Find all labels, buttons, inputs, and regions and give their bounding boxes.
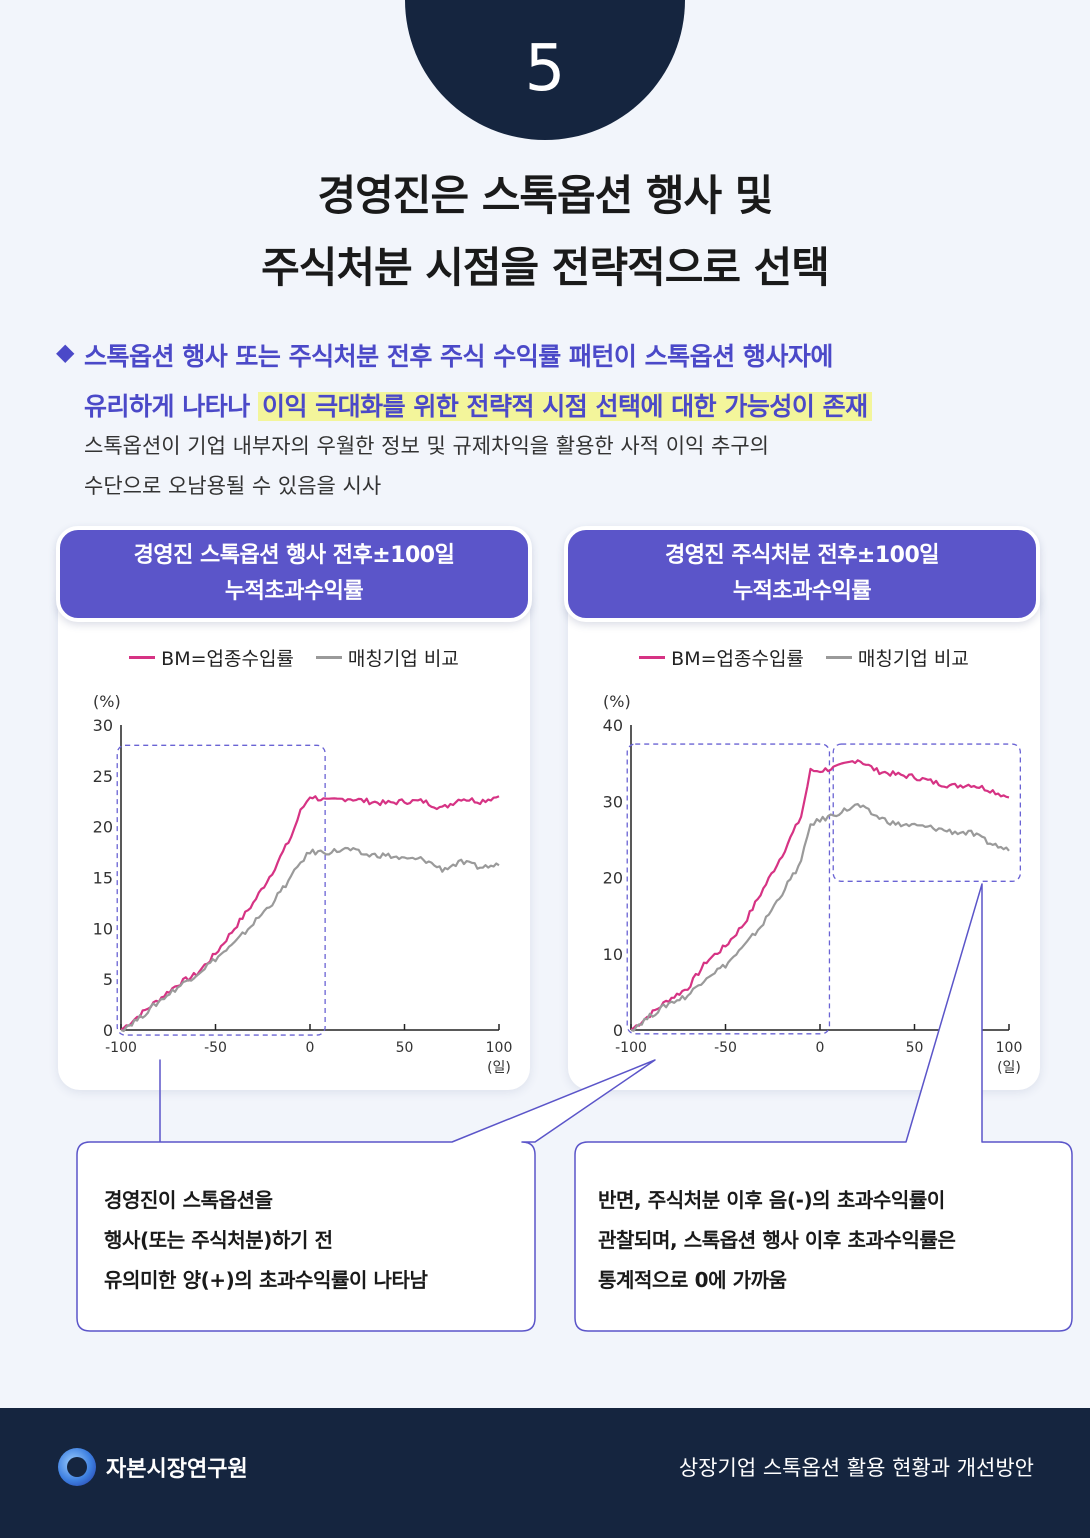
legend-swatch-bm [639, 656, 666, 659]
y-tick-label: 10 [93, 919, 113, 938]
x-tick-label: 0 [306, 1040, 315, 1056]
chart-header-left: 경영진 스톡옵션 행사 전후±100일 누적초과수익률 [56, 526, 532, 622]
chart-card-left [58, 580, 530, 1090]
callout-right-line-3: 통계적으로 0에 가까움 [598, 1268, 787, 1292]
x-tick-label: 50 [396, 1040, 414, 1056]
x-tick-label: -50 [714, 1040, 737, 1056]
callout-box-right [574, 883, 1073, 1332]
series-line-bm [120, 795, 500, 1031]
callout-text-right: 반면, 주식처분 이후 음(-)의 초과수익률이 관찰되며, 스톡옵션 행사 이… [598, 1180, 956, 1300]
legend-item-matching: 매칭기업 비교 [315, 644, 459, 671]
x-tick-label: 100 [996, 1040, 1023, 1056]
y-tick-label: 30 [93, 716, 113, 735]
description-line-2: 수단으로 오남용될 수 있음을 시사 [84, 474, 382, 498]
description: 스톡옵션이 기업 내부자의 우월한 정보 및 규제차익을 활용한 사적 이익 추… [84, 426, 1044, 506]
callout-left-line-3: 유의미한 양(+)의 초과수익률이 나타남 [104, 1268, 428, 1292]
legend-label-matching: 매칭기업 비교 [347, 648, 459, 670]
description-line-1: 스톡옵션이 기업 내부자의 우월한 정보 및 규제차익을 활용한 사적 이익 추… [84, 434, 769, 458]
legend-left: BM=업종수입률 매칭기업 비교 [58, 644, 530, 671]
chart-left: 0 5 10 15 20 25 30 -100 -50 0 50 100 (%) (일) [93, 692, 513, 1076]
callout-left-line-2: 행사(또는 주식처분)하기 전 [104, 1228, 333, 1252]
chart-title-right-line-1: 경영진 주식처분 전후±100일 [664, 543, 940, 568]
callout-text-left: 경영진이 스톡옵션을 행사(또는 주식처분)하기 전 유의미한 양(+)의 초과… [104, 1180, 428, 1300]
series-line-matching [120, 846, 500, 1033]
legend-item-matching: 매칭기업 비교 [825, 644, 969, 671]
headline-line-1: 스톡옵션 행사 또는 주식처분 전후 주식 수익률 패턴이 스톡옵션 행사자에 [84, 342, 833, 371]
y-tick-label: 20 [93, 818, 113, 837]
y-tick-label: 25 [93, 767, 113, 786]
footer-logo: 자본시장연구원 [58, 1448, 248, 1486]
y-unit-label: (%) [93, 692, 121, 711]
x-tick-label: 50 [906, 1040, 924, 1056]
footer: 자본시장연구원 상장기업 스톡옵션 활용 현황과 개선방안 [0, 1408, 1090, 1538]
x-tick-label: -100 [105, 1040, 137, 1056]
legend-swatch-bm [129, 656, 156, 659]
report-title: 상장기업 스톡옵션 활용 현황과 개선방안 [678, 1456, 1034, 1480]
y-tick-label: 15 [93, 869, 113, 888]
y-tick-label: 40 [603, 716, 623, 735]
legend-item-bm: BM=업종수입률 [129, 644, 294, 671]
legend-right: BM=업종수입률 매칭기업 비교 [568, 644, 1040, 671]
y-tick-label: 10 [603, 945, 623, 964]
legend-swatch-matching [825, 656, 852, 659]
x-tick-label: 0 [816, 1040, 825, 1056]
chart-right: 0 10 20 30 40 -100 -50 0 50 100 (%) (일) [603, 692, 1023, 1076]
callout-box-left [76, 1059, 656, 1332]
title-line-2: 주식처분 시점을 전략적으로 선택 [261, 243, 830, 292]
logo-text: 자본시장연구원 [106, 1457, 248, 1482]
legend-label-matching: 매칭기업 비교 [857, 648, 969, 670]
x-tick-label: -50 [204, 1040, 227, 1056]
chart-title-left-line-2: 누적초과수익률 [224, 579, 364, 604]
headline-highlight: 이익 극대화를 위한 전략적 시점 선택에 대한 가능성이 존재 [257, 392, 872, 421]
highlight-box [832, 743, 1021, 882]
legend-label-bm: BM=업종수입률 [161, 648, 294, 670]
series-line-matching [630, 803, 1010, 1032]
chart-title-right-line-2: 누적초과수익률 [732, 579, 872, 604]
y-tick-label: 0 [613, 1021, 623, 1040]
chart-header-right: 경영진 주식처분 전후±100일 누적초과수익률 [564, 526, 1040, 622]
legend-label-bm: BM=업종수입률 [671, 648, 804, 670]
y-unit-label: (%) [603, 692, 631, 711]
callout-right-line-1: 반면, 주식처분 이후 음(-)의 초과수익률이 [598, 1188, 945, 1212]
legend-item-bm: BM=업종수입률 [639, 644, 804, 671]
callout-left-line-1: 경영진이 스톡옵션을 [104, 1188, 273, 1212]
callout-right-line-2: 관찰되며, 스톡옵션 행사 이후 초과수익률은 [598, 1228, 956, 1252]
y-tick-label: 0 [103, 1021, 113, 1040]
title-line-1: 경영진은 스톡옵션 행사 및 [317, 171, 774, 220]
x-unit-label: (일) [487, 1060, 511, 1076]
page-title: 경영진은 스톡옵션 행사 및 주식처분 시점을 전략적으로 선택 [0, 160, 1090, 304]
x-tick-label: -100 [615, 1040, 647, 1056]
x-tick-label: 100 [486, 1040, 513, 1056]
diamond-icon: ◆ [56, 338, 75, 366]
y-tick-label: 30 [603, 792, 623, 811]
highlight-box [116, 744, 326, 1036]
headline-line-2: 유리하게 나타나 이익 극대화를 위한 전략적 시점 선택에 대한 가능성이 존… [84, 382, 1064, 432]
series-line-bm [630, 759, 1010, 1031]
chart-title-left-line-1: 경영진 스톡옵션 행사 전후±100일 [133, 543, 455, 568]
kcmi-logo-icon [58, 1448, 96, 1486]
legend-swatch-matching [315, 656, 342, 659]
y-tick-label: 5 [103, 970, 113, 989]
headline: 스톡옵션 행사 또는 주식처분 전후 주식 수익률 패턴이 스톡옵션 행사자에 … [84, 332, 1064, 432]
callout-shapes [76, 883, 1073, 1332]
highlight-box [626, 743, 831, 1035]
x-unit-label: (일) [997, 1060, 1021, 1076]
page-number: 5 [524, 32, 566, 106]
headline-part-2: 유리하게 나타나 [84, 392, 250, 421]
y-tick-label: 20 [603, 869, 623, 888]
